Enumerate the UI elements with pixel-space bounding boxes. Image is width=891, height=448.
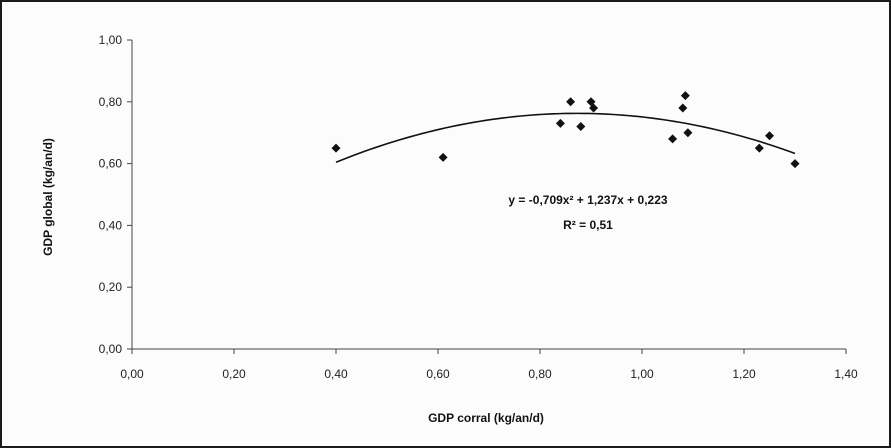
data-point	[790, 159, 800, 169]
data-point	[555, 118, 565, 128]
trendline	[335, 112, 796, 163]
y-tick-label: 0,80	[99, 95, 123, 109]
y-tick-label: 0,40	[99, 218, 123, 232]
data-point	[683, 128, 693, 138]
data-point	[589, 103, 599, 113]
x-tick-label: 0,40	[324, 367, 348, 381]
y-tick-label: 1,00	[99, 33, 123, 47]
data-point	[765, 131, 774, 141]
data-point	[576, 122, 586, 132]
x-tick-label: 1,20	[732, 367, 756, 381]
x-ticks: 0,00 0,20 0,40 0,60 0,80 1,00 1,20 1,40	[120, 349, 858, 381]
y-ticks: 0,00 0,20 0,40 0,60 0,80 1,00	[99, 33, 132, 356]
trendline-equation: y = -0,709x² + 1,237x + 0,223	[508, 193, 667, 207]
data-point	[754, 143, 764, 153]
y-axis-title: GDP global (kg/an/d)	[41, 138, 55, 256]
x-tick-label: 0,20	[222, 367, 246, 381]
data-point	[668, 134, 678, 144]
x-tick-label: 1,00	[630, 367, 654, 381]
axes	[131, 40, 846, 350]
y-tick-label: 0,60	[99, 157, 123, 171]
data-points	[331, 91, 800, 169]
y-tick-label: 0,00	[99, 342, 123, 356]
data-point	[566, 97, 576, 107]
x-tick-label: 0,60	[426, 367, 450, 381]
data-point	[438, 152, 448, 162]
x-tick-label: 0,00	[120, 367, 144, 381]
data-point	[678, 103, 688, 113]
x-tick-label: 1,40	[834, 367, 858, 381]
data-point	[331, 143, 341, 153]
y-tick-label: 0,20	[99, 280, 123, 294]
x-axis-title: GDP corral (kg/an/d)	[428, 411, 544, 425]
x-tick-label: 0,80	[528, 367, 552, 381]
r-squared-label: R² = 0,51	[563, 218, 613, 232]
data-point	[680, 91, 690, 101]
